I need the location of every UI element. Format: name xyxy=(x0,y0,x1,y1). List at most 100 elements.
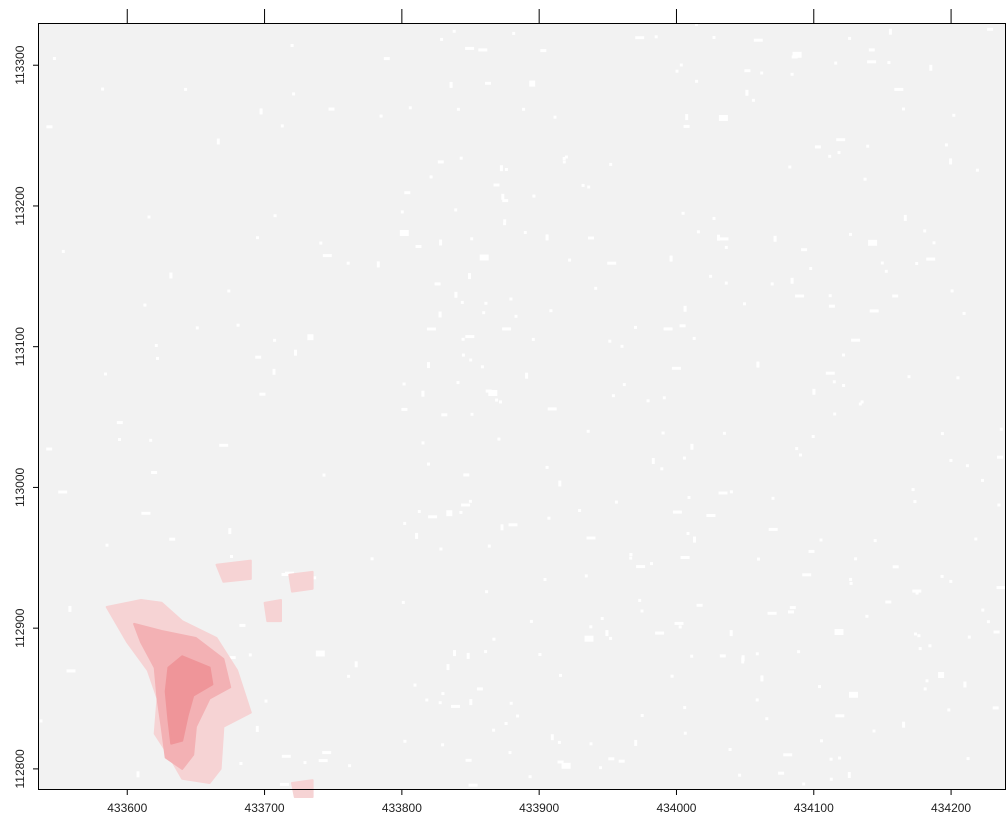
nodata-speckle xyxy=(578,509,582,512)
nodata-speckle xyxy=(760,675,764,682)
x-tick-label: 433600 xyxy=(107,801,147,815)
nodata-speckle xyxy=(660,467,664,471)
nodata-speckle xyxy=(116,421,123,425)
nodata-speckle xyxy=(872,729,876,733)
nodata-speckle xyxy=(568,258,572,262)
nodata-speckle xyxy=(629,553,633,556)
nodata-speckle xyxy=(438,311,442,318)
nodata-speckle xyxy=(600,617,604,620)
nodata-speckle xyxy=(66,669,76,673)
nodata-speckle xyxy=(101,87,105,91)
nodata-speckle xyxy=(802,782,806,786)
nodata-speckle xyxy=(940,432,944,436)
nodata-speckle xyxy=(136,771,140,778)
hotspot-light xyxy=(288,570,314,593)
nodata-speckle xyxy=(441,692,445,696)
nodata-speckle xyxy=(605,630,609,637)
nodata-speckle xyxy=(441,413,448,417)
nodata-speckle xyxy=(149,438,153,442)
nodata-speckle xyxy=(487,544,491,548)
nodata-speckle xyxy=(709,274,713,278)
nodata-speckle xyxy=(461,337,465,341)
nodata-speckle xyxy=(679,324,686,328)
hotspot-light xyxy=(291,779,314,798)
nodata-speckle xyxy=(915,591,919,595)
nodata-speckle xyxy=(589,742,593,746)
nodata-speckle xyxy=(440,37,444,41)
nodata-speckle xyxy=(550,734,554,741)
nodata-speckle xyxy=(618,759,625,763)
nodata-speckle xyxy=(403,739,407,743)
nodata-speckle xyxy=(799,453,802,457)
nodata-speckle xyxy=(778,771,785,775)
nodata-speckle xyxy=(273,338,277,342)
nodata-speckle xyxy=(662,396,666,400)
nodata-speckle xyxy=(773,235,777,242)
nodata-speckle xyxy=(427,462,430,466)
nodata-speckle xyxy=(638,598,642,602)
nodata-speckle xyxy=(837,151,841,155)
nodata-speckle xyxy=(239,762,243,765)
nodata-speckle xyxy=(814,145,821,149)
nodata-speckle xyxy=(686,532,690,535)
nodata-speckle xyxy=(557,740,561,744)
nodata-speckle xyxy=(928,644,932,648)
hotspot-dark xyxy=(164,655,214,745)
hotspot-light xyxy=(215,559,252,583)
nodata-speckle xyxy=(929,64,933,71)
nodata-speckle xyxy=(996,586,1006,590)
nodata-speckle xyxy=(611,394,615,398)
nodata-speckle xyxy=(836,138,846,142)
nodata-speckle xyxy=(756,361,760,368)
nodata-speckle xyxy=(609,162,613,166)
nodata-speckle xyxy=(399,230,409,236)
nodata-speckle xyxy=(669,255,673,262)
nodata-speckle xyxy=(589,625,593,629)
nodata-speckle xyxy=(834,629,844,635)
nodata-speckle xyxy=(738,773,742,777)
nodata-speckle xyxy=(993,630,1000,634)
nodata-speckle xyxy=(438,701,442,705)
nodata-speckle xyxy=(651,458,655,464)
nodata-speckle xyxy=(58,490,68,494)
nodata-speckle xyxy=(499,400,502,404)
nodata-speckle xyxy=(771,496,775,500)
nodata-speckle xyxy=(434,282,441,286)
nodata-speckle xyxy=(370,557,374,561)
y-tick-label: 113000 xyxy=(13,467,27,506)
nodata-speckle xyxy=(828,294,832,298)
nodata-speckle xyxy=(829,777,833,781)
nodata-speckle xyxy=(429,175,433,179)
nodata-speckle xyxy=(661,431,665,435)
x-tick-label: 434100 xyxy=(794,801,834,815)
y-axis: 113300 113200 113100 113000 112900 112800 xyxy=(13,45,38,788)
nodata-speckle xyxy=(281,754,291,758)
nodata-speckle xyxy=(842,353,845,357)
nodata-speckle xyxy=(512,31,516,35)
nodata-speckle xyxy=(913,500,917,504)
nodata-speckle xyxy=(46,125,53,129)
x-tick-label: 433700 xyxy=(245,801,285,815)
nodata-speckle xyxy=(712,216,716,220)
nodata-speckle xyxy=(986,620,990,624)
nodata-speckle xyxy=(832,380,836,384)
nodata-speckle xyxy=(854,557,858,561)
nodata-speckle xyxy=(61,249,65,253)
nodata-speckle xyxy=(584,635,594,642)
nodata-speckle xyxy=(956,376,960,380)
nodata-speckle xyxy=(966,757,970,761)
nodata-speckle xyxy=(562,157,566,160)
nodata-speckle xyxy=(751,98,755,102)
nodata-speckle xyxy=(451,704,460,708)
nodata-speckle xyxy=(508,751,512,755)
nodata-speckle xyxy=(694,23,698,27)
nodata-speckle xyxy=(622,383,626,387)
nodata-speckle xyxy=(685,114,689,121)
nodata-speckle xyxy=(834,61,838,65)
nodata-speckle xyxy=(912,589,922,593)
nodata-speckle xyxy=(493,183,500,187)
nodata-speckle xyxy=(693,536,696,543)
nodata-speckle xyxy=(812,388,816,395)
nodata-speckle xyxy=(842,384,846,387)
nodata-speckle xyxy=(488,390,498,396)
